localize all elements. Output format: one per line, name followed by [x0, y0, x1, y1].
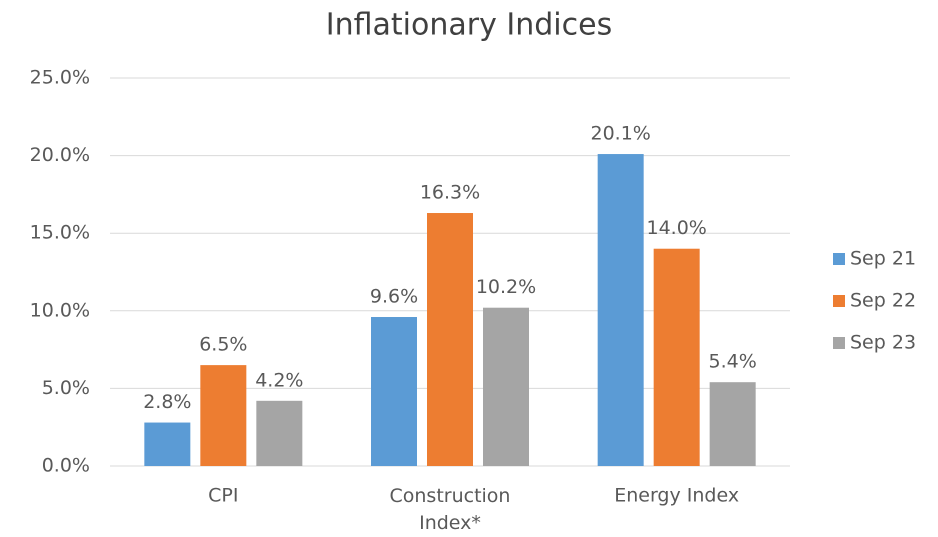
legend-swatch	[833, 295, 845, 307]
chart-title: Inflationary Indices	[326, 8, 612, 43]
legend-label: Sep 22	[850, 290, 916, 312]
legend-label: Sep 21	[850, 248, 916, 270]
value-label: 4.2%	[255, 369, 303, 391]
y-tick-label: 15.0%	[30, 222, 90, 244]
bar	[427, 213, 473, 466]
value-label: 10.2%	[476, 276, 536, 298]
x-tick-label: Construction Index*	[390, 485, 511, 534]
legend-swatch	[833, 337, 845, 349]
value-label: 9.6%	[370, 286, 418, 308]
bar	[144, 422, 191, 466]
value-label: 16.3%	[420, 182, 480, 204]
legend-swatch	[833, 253, 845, 265]
y-tick-label: 25.0%	[30, 67, 90, 89]
bar	[709, 382, 756, 466]
x-tick-label: CPI	[208, 485, 238, 507]
bar	[371, 317, 417, 466]
bar	[597, 154, 644, 466]
bar	[653, 248, 700, 466]
value-label: 5.4%	[709, 351, 757, 373]
bar	[256, 400, 303, 466]
value-label: 6.5%	[199, 334, 247, 356]
y-tick-label: 10.0%	[30, 299, 90, 321]
y-tick-label: 0.0%	[42, 455, 90, 477]
y-tick-label: 5.0%	[42, 377, 90, 399]
value-label: 14.0%	[646, 217, 706, 239]
legend-label: Sep 23	[850, 332, 916, 354]
bar	[483, 307, 529, 466]
y-tick-label: 20.0%	[30, 144, 90, 166]
value-label: 2.8%	[143, 391, 191, 413]
value-label: 20.1%	[590, 123, 650, 145]
x-tick-label: Energy Index	[614, 485, 739, 507]
bar	[200, 365, 247, 466]
